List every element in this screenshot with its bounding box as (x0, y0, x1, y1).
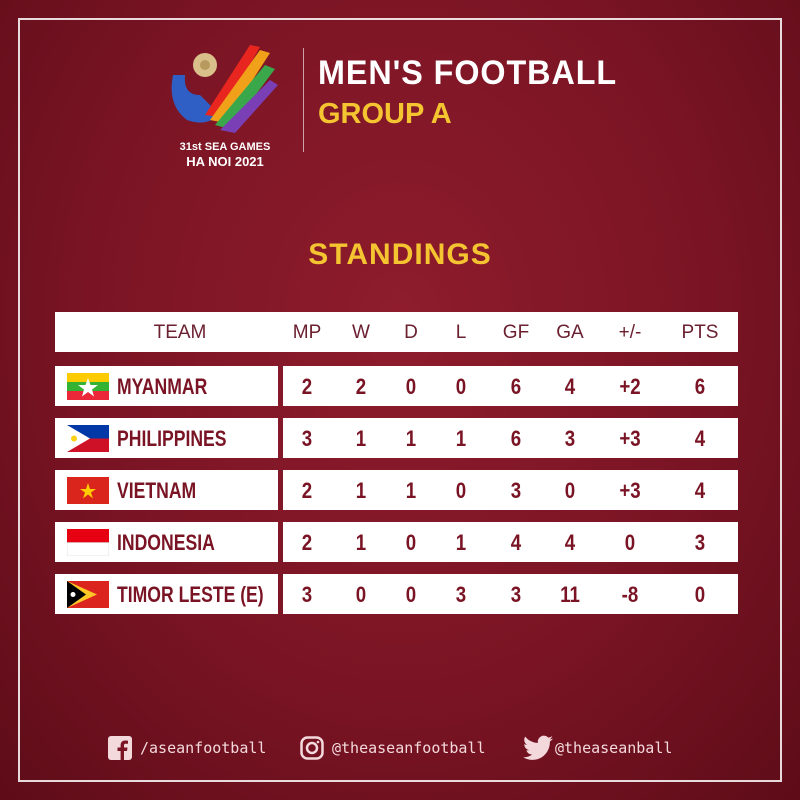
column-header: +/- (618, 322, 642, 343)
column-header: MP (292, 322, 322, 343)
stat-d: 0 (405, 582, 417, 607)
sea-games-logo: 31st SEA GAMES HA NOI 2021 (171, 45, 278, 169)
facebook-handle[interactable]: /aseanfootball (108, 735, 266, 761)
team-name: TIMOR LESTE (E) (117, 582, 264, 607)
facebook-text: /aseanfootball (140, 739, 267, 757)
logo-line1: 31st SEA GAMES (180, 141, 271, 153)
facebook-icon (108, 736, 132, 760)
team-name: VIETNAM (117, 478, 197, 503)
stat-d: 1 (405, 478, 417, 503)
stat-l: 3 (455, 582, 467, 607)
frame-border (18, 18, 782, 782)
stats-cell (283, 574, 738, 614)
twitter-text: @theaseanball (555, 739, 673, 757)
table-row: INDONESIA 2 1 0 1 4 4 0 3 (55, 522, 738, 562)
page-title: MEN'S FOOTBALL (318, 54, 618, 92)
stat-w: 2 (355, 374, 367, 399)
stat-w: 1 (355, 530, 367, 555)
stat-d: 1 (405, 426, 417, 451)
team-cell: TIMOR LESTE (E) (55, 574, 278, 614)
stat-d: 0 (405, 530, 417, 555)
team-name: INDONESIA (117, 530, 215, 555)
stat-: -8 (621, 582, 639, 607)
stat-l: 0 (455, 374, 467, 399)
column-header: W (352, 322, 370, 343)
column-header: GA (556, 322, 584, 343)
stat-w: 1 (355, 478, 367, 503)
group-label: GROUP A (318, 98, 452, 130)
stat-: +3 (619, 478, 641, 503)
stats-cell (283, 470, 738, 510)
table-row: MYANMAR 2 2 0 0 6 4 +2 6 (55, 366, 738, 406)
column-header: PTS (681, 322, 719, 343)
stat-w: 0 (355, 582, 367, 607)
instagram-handle[interactable]: @theaseanfootball (300, 735, 486, 761)
stat-mp: 2 (301, 478, 313, 503)
twitter-icon (523, 735, 553, 760)
section-title: STANDINGS (308, 238, 492, 271)
column-header: GF (502, 322, 530, 343)
column-header: D (404, 322, 418, 343)
stat-mp: 2 (301, 374, 313, 399)
philippines-flag-icon (67, 425, 109, 452)
stat-l: 0 (455, 478, 467, 503)
team-cell: PHILIPPINES (55, 418, 278, 458)
stat-gf: 3 (510, 582, 522, 607)
table-row: VIETNAM 2 1 1 0 3 0 +3 4 (55, 470, 738, 510)
stat-d: 0 (405, 374, 417, 399)
stat-gf: 3 (510, 478, 522, 503)
stat-: +3 (619, 426, 641, 451)
stat-gf: 6 (510, 426, 522, 451)
instagram-icon (300, 736, 324, 760)
twitter-handle[interactable]: @theaseanball (523, 735, 672, 761)
stat-gf: 4 (510, 530, 522, 555)
stat-: 0 (624, 530, 636, 555)
stat-mp: 3 (301, 582, 313, 607)
team-cell: VIETNAM (55, 470, 278, 510)
table-row: PHILIPPINES 3 1 1 1 6 3 +3 4 (55, 418, 738, 458)
column-header: TEAM (153, 322, 207, 343)
stat-pts: 0 (694, 582, 706, 607)
stat-ga: 4 (564, 530, 576, 555)
header-divider (303, 48, 304, 152)
stat-l: 1 (455, 426, 467, 451)
stat-mp: 3 (301, 426, 313, 451)
myanmar-flag-icon (67, 373, 109, 400)
stat-pts: 4 (694, 426, 706, 451)
stats-cell (283, 522, 738, 562)
table-header: TEAM MP W D L GF GA +/- PTS (55, 312, 738, 352)
team-cell: INDONESIA (55, 522, 278, 562)
stat-l: 1 (455, 530, 467, 555)
vietnam-flag-icon (67, 477, 109, 504)
indonesia-flag-icon (67, 529, 109, 556)
stats-cell (283, 418, 738, 458)
timor-leste-flag-icon (67, 581, 109, 608)
stats-cell (283, 366, 738, 406)
stat-w: 1 (355, 426, 367, 451)
logo-line2: HA NOI 2021 (186, 154, 264, 169)
stat-ga: 4 (564, 374, 576, 399)
stat-mp: 2 (301, 530, 313, 555)
stat-pts: 3 (694, 530, 706, 555)
stat-ga: 11 (560, 582, 580, 607)
instagram-text: @theaseanfootball (332, 739, 486, 757)
stat-pts: 6 (694, 374, 706, 399)
stat-ga: 0 (564, 478, 576, 503)
stat-gf: 6 (510, 374, 522, 399)
team-cell: MYANMAR (55, 366, 278, 406)
stat-: +2 (619, 374, 641, 399)
team-name: PHILIPPINES (117, 426, 227, 451)
column-header: L (455, 322, 467, 343)
team-name: MYANMAR (117, 374, 208, 399)
stat-ga: 3 (564, 426, 576, 451)
table-row: TIMOR LESTE (E) 3 0 0 3 3 11 -8 0 (55, 574, 738, 614)
stat-pts: 4 (694, 478, 706, 503)
